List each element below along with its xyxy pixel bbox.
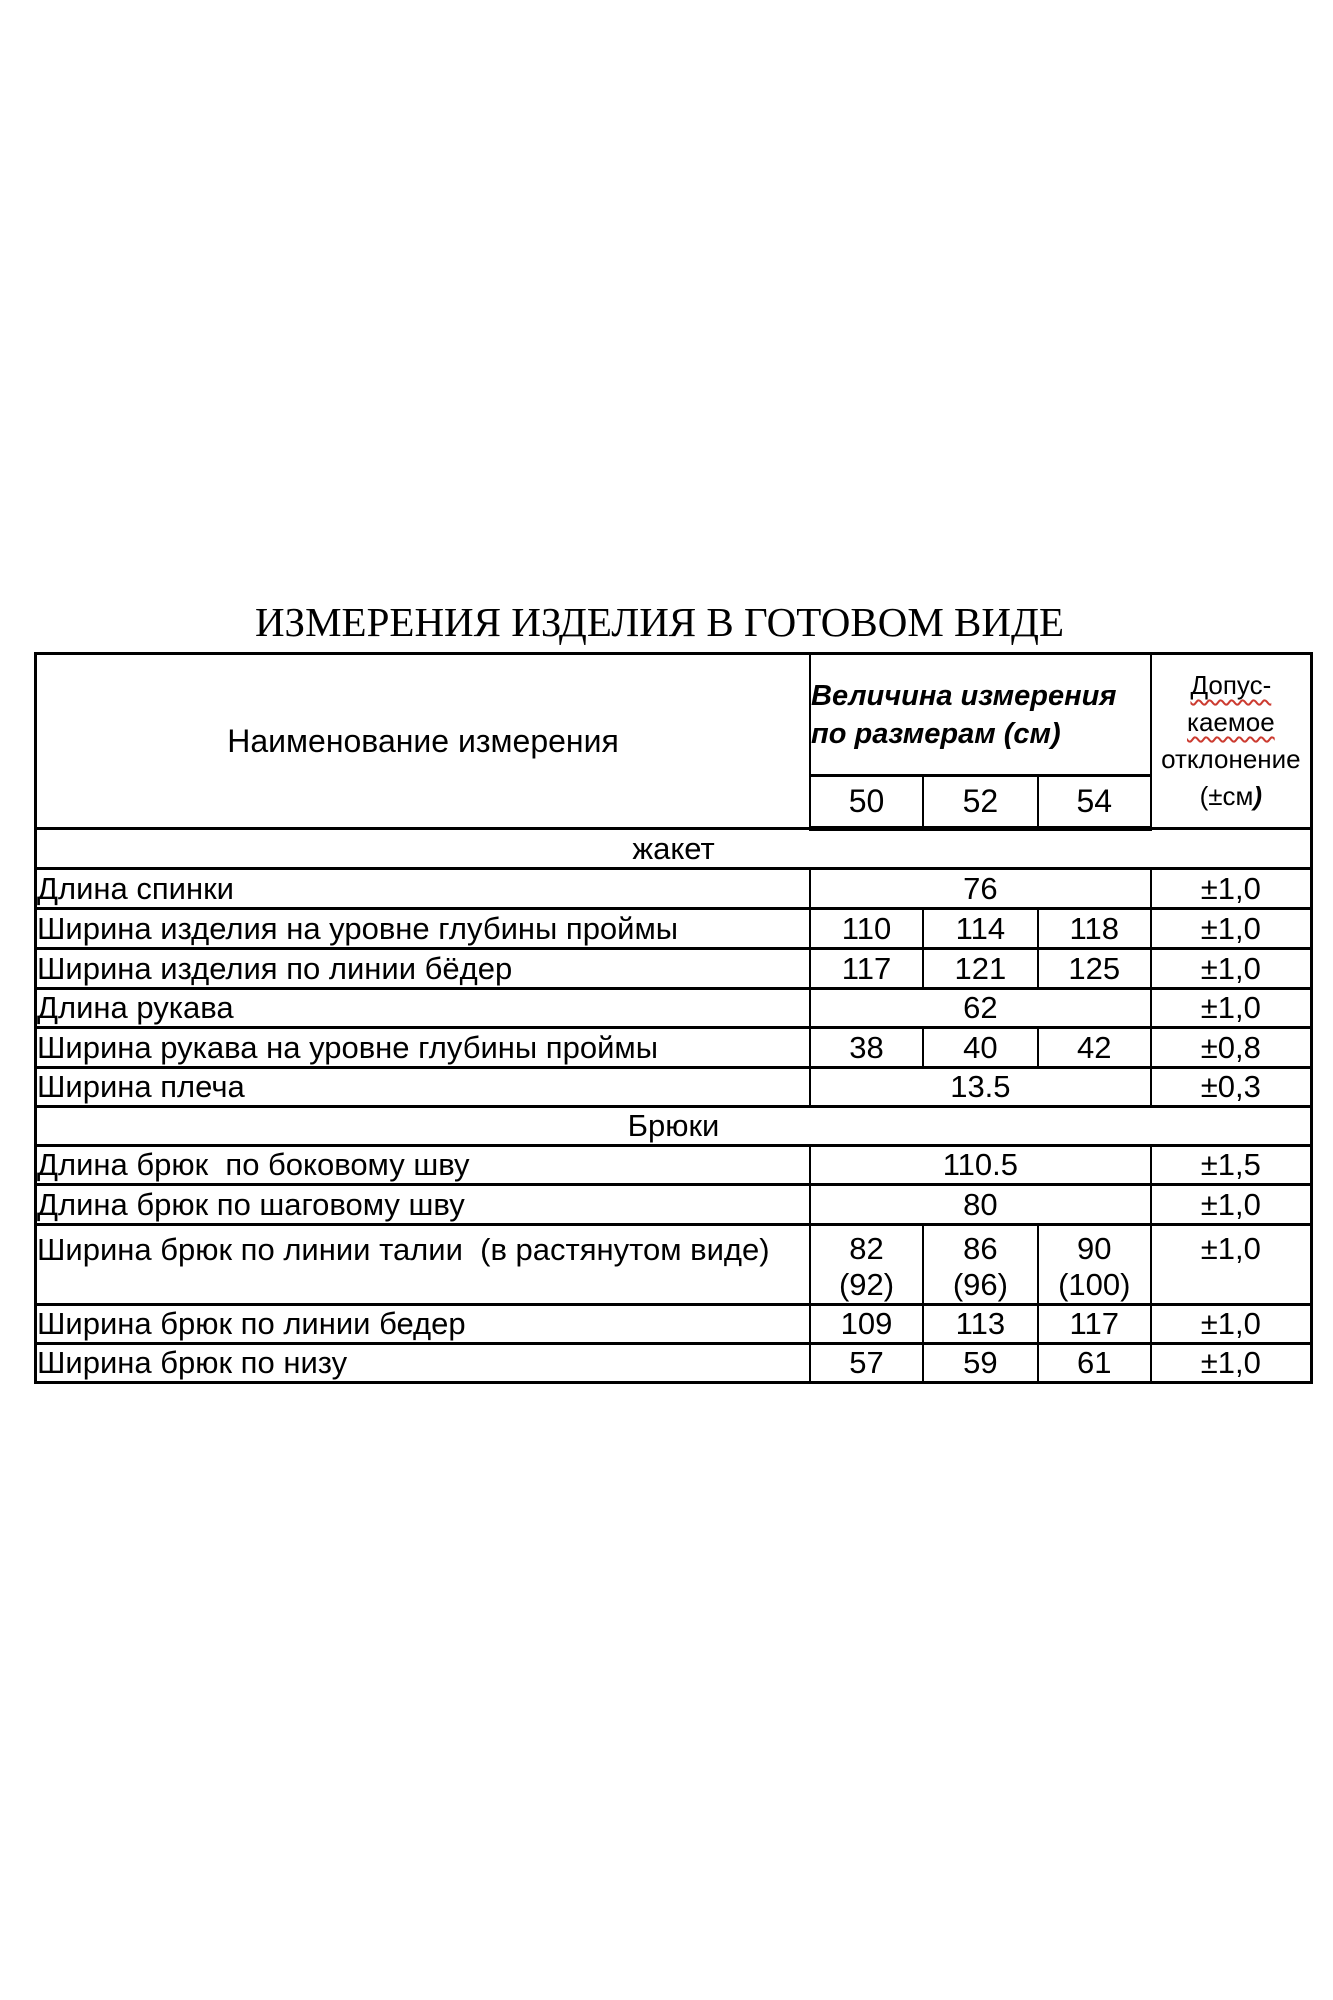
deviation-header-line: Допус- [1153,667,1310,704]
size-value-cell: 121 [921,947,1039,990]
size-value-cell: 109 [809,1303,924,1345]
table-row: Длина брюк по шаговому шву 80 ±1,0 [34,1183,1313,1226]
table-row: Ширина изделия на уровне глубины проймы … [34,907,1313,950]
size-value-cell: 40 [921,1026,1039,1069]
deviation-cell: ±0,8 [1149,1026,1313,1069]
page-title: ИЗМЕРЕНИЯ ИЗДЕЛИЯ В ГОТОВОМ ВИДЕ [254,599,1065,645]
header-row-sizes: 50 52 54 [36,774,1312,831]
deviation-cell: ±0,3 [1149,1066,1313,1108]
merged-value-cell: 76 [809,867,1152,910]
deviation-cell: ±1,0 [1149,1223,1313,1306]
merged-value-cell: 80 [809,1183,1152,1226]
measurement-name-cell: Длина брюк по боковому шву [34,1144,812,1186]
table-row: Ширина брюк по линии бедер 109 113 117 ±… [34,1303,1313,1345]
deviation-cell: ±1,5 [1149,1144,1313,1186]
section-label: Брюки [34,1105,1313,1147]
column-header-measurement-name: Наименование измерения [34,652,812,830]
table-row: Ширина брюк по линии талии (в растянутом… [34,1223,1313,1306]
size-value-cell: 125 [1036,947,1152,990]
misspelled-word: каемое [1187,707,1275,737]
table-row: Ширина изделия по линии бёдер 117 121 12… [34,947,1313,990]
size-header-54: 54 [1036,774,1152,831]
deviation-cell: ±1,0 [1149,1183,1313,1226]
measurement-name-cell: Ширина брюк по линии бедер [34,1303,812,1345]
measurement-name-cell: Ширина изделия на уровне глубины проймы [34,907,812,950]
deviation-header-line: каемое [1153,704,1310,741]
measurement-name-cell: Длина брюк по шаговому шву [34,1183,812,1226]
size-header-50: 50 [809,774,924,831]
size-value-cell: 61 [1036,1342,1152,1384]
merged-value-cell: 62 [809,987,1152,1029]
table-row: Ширина брюк по низу 57 59 61 ±1,0 [34,1342,1313,1384]
size-value-cell: 118 [1036,907,1152,950]
misspelled-word: Допус- [1190,670,1272,700]
table-row: Ширина рукава на уровне глубины проймы 3… [34,1026,1313,1069]
column-header-allowed-deviation: Допус- каемое отклонение (±см) [1149,652,1313,830]
size-value-cell: 59 [921,1342,1039,1384]
measurement-name-cell: Длина рукава [34,987,812,1029]
measurement-name-cell: Ширина изделия по линии бёдер [34,947,812,990]
merged-value-cell: 110.5 [809,1144,1152,1186]
deviation-header-line: отклонение [1161,744,1301,774]
header-row-main: Наименование измерения Величина измерени… [34,652,1313,830]
merged-value-cell: 13.5 [809,1066,1152,1108]
size-value-cell: 42 [1036,1026,1152,1069]
size-value-cell: 117 [809,947,924,990]
deviation-cell: ±1,0 [1149,987,1313,1029]
measurement-name-cell: Ширина рукава на уровне глубины проймы [34,1026,812,1069]
size-value-cell: 110 [809,907,924,950]
deviation-cell: ±1,0 [1149,907,1313,950]
size-value-cell: 57 [809,1342,924,1384]
deviation-cell: ±1,0 [1149,1342,1313,1384]
table-row: Ширина плеча 13.5 ±0,3 [34,1066,1313,1108]
measurement-name-cell: Ширина брюк по линии талии (в растянутом… [34,1223,812,1306]
deviation-cell: ±1,0 [1149,947,1313,990]
size-value-cell: 114 [921,907,1039,950]
section-label: жакет [34,827,1313,870]
deviation-cell: ±1,0 [1149,1303,1313,1345]
size-value-cell: 113 [921,1303,1039,1345]
size-value-cell: 90 (100) [1036,1223,1152,1306]
section-row-jacket: жакет [34,827,1313,870]
section-row-trousers: Брюки [34,1105,1313,1147]
size-value-cell: 38 [809,1026,924,1069]
table-row: Длина рукава 62 ±1,0 [34,987,1313,1029]
size-value-cell: 86 (96) [921,1223,1039,1306]
column-header-size-values: Величина измерения по размерам (см) [809,652,1152,777]
measurement-name-cell: Длина спинки [34,867,812,910]
measurement-name-cell: Ширина плеча [34,1066,812,1108]
deviation-header-unit: (±см) [1199,781,1263,811]
table-row: Длина спинки 76 ±1,0 [34,867,1313,910]
size-value-cell: 117 [1036,1303,1152,1345]
measurement-name-cell: Ширина брюк по низу [34,1342,812,1384]
measurements-table: Наименование измерения Величина измерени… [34,652,1313,1384]
size-header-52: 52 [921,774,1039,831]
table-row: Длина брюк по боковому шву 110.5 ±1,5 [34,1144,1313,1186]
size-value-cell: 82 (92) [809,1223,924,1306]
deviation-cell: ±1,0 [1149,867,1313,910]
